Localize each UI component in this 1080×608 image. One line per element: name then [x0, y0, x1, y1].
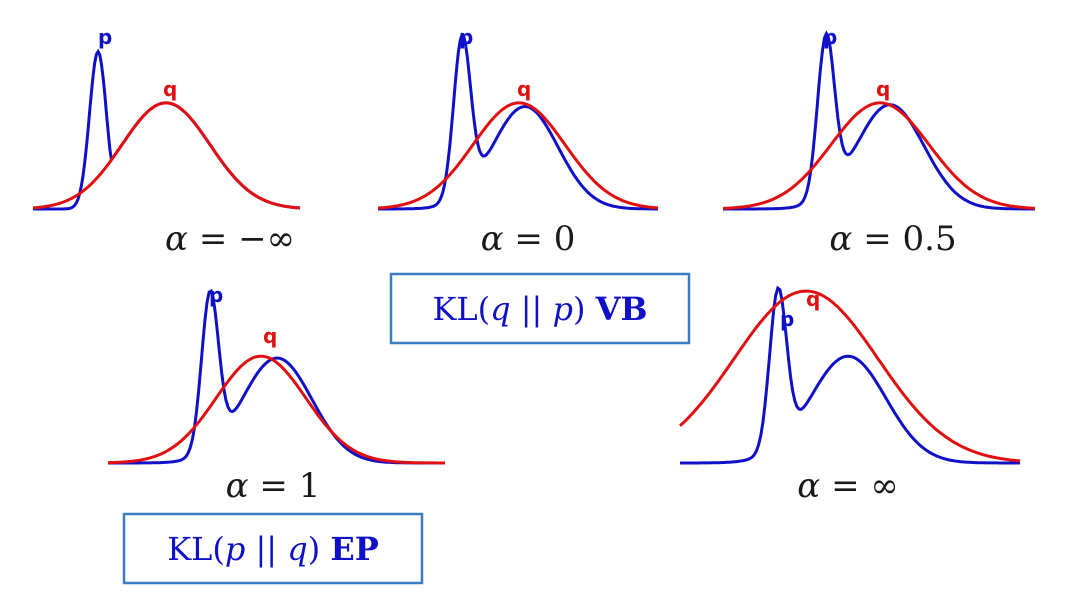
p-label: p	[780, 307, 794, 331]
alpha-caption: α = −∞	[165, 219, 295, 259]
alpha-value: 1	[299, 466, 321, 506]
panel-alpha-zero: p q α = 0	[377, 25, 659, 259]
panel-alpha-neg-inf: p q α = −∞	[32, 25, 301, 259]
alpha-caption: α = 0	[481, 219, 576, 259]
panel-alpha-one: p q α = 1	[107, 283, 445, 506]
kl-separator: ||	[255, 530, 277, 568]
kl-arg-1: q	[490, 290, 510, 328]
alpha-value: 0.5	[903, 219, 957, 259]
panel-alpha-pos-inf: p q α = ∞	[678, 285, 1021, 506]
kl-operator: KL	[167, 530, 212, 568]
kl-expression: KL(p || q) EP	[167, 530, 379, 568]
kl-arg-2: p	[553, 290, 573, 328]
q-curve	[722, 101, 1036, 210]
kl-arg-1: p	[225, 530, 245, 568]
p-curve	[723, 30, 1035, 211]
q-curve	[32, 101, 301, 210]
alpha-caption: α = 1	[226, 466, 321, 506]
kl-box-ep: KL(p || q) EP	[122, 512, 424, 585]
kl-separator: ||	[521, 290, 543, 328]
p-curve	[378, 32, 658, 211]
p-label: p	[209, 283, 223, 307]
alpha-symbol: α	[481, 219, 504, 259]
alpha-value: 0	[554, 219, 576, 259]
q-label: q	[876, 77, 890, 101]
alpha-caption: α = ∞	[797, 466, 898, 506]
kl-expression: KL(q || p) VB	[432, 290, 647, 328]
q-curve	[107, 354, 445, 465]
kl-box-border	[389, 272, 691, 345]
p-label: p	[823, 25, 837, 49]
alpha-symbol: α	[226, 466, 249, 506]
alpha-caption: α = 0.5	[829, 219, 956, 259]
p-label: p	[98, 25, 112, 49]
panel-alpha-half: p q α = 0.5	[722, 25, 1036, 259]
kl-box-vb: KL(q || p) VB	[389, 272, 691, 345]
q-label: q	[263, 324, 277, 348]
q-label: q	[806, 287, 820, 311]
q-curve	[678, 289, 1021, 463]
q-curve	[377, 101, 659, 210]
kl-box-border	[122, 512, 424, 585]
kl-tag: EP	[330, 530, 378, 568]
alpha-symbol: α	[829, 219, 852, 259]
alpha-symbol: α	[165, 219, 188, 259]
p-label: p	[459, 25, 473, 49]
alpha-symbol: α	[797, 466, 820, 506]
q-label: q	[517, 77, 531, 101]
kl-arg-2: q	[287, 530, 307, 568]
q-label: q	[163, 77, 177, 101]
kl-tag: VB	[595, 290, 648, 328]
p-curve	[33, 48, 301, 211]
kl-operator: KL	[432, 290, 477, 328]
alpha-value: ∞	[870, 466, 898, 506]
alpha-value: −∞	[238, 219, 295, 259]
p-curve	[680, 285, 1020, 465]
